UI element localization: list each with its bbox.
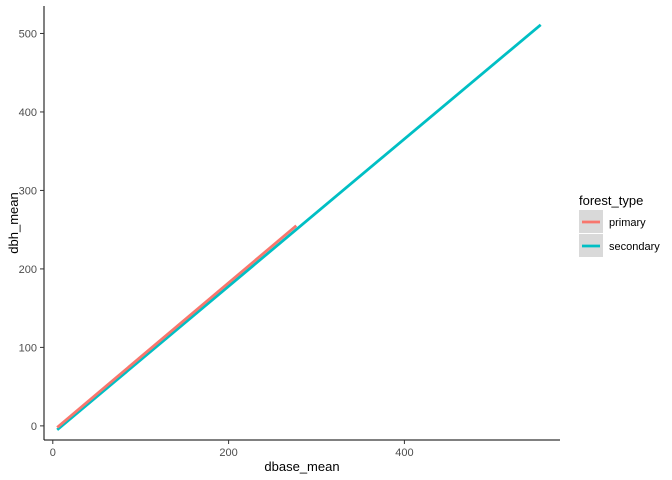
legend-title: forest_type — [579, 193, 643, 208]
legend-label-secondary: secondary — [609, 241, 660, 253]
legend-items: primary secondary — [579, 210, 660, 257]
y-tick-label: 400 — [19, 107, 37, 119]
y-tick-label: 500 — [19, 28, 37, 40]
legend: forest_type primary secondary — [579, 193, 660, 257]
x-tick-label: 0 — [50, 447, 56, 459]
y-axis-title: dbh_mean — [6, 192, 21, 253]
x-axis-title: dbase_mean — [264, 459, 339, 474]
series-layer — [56, 23, 542, 431]
y-tick-label: 100 — [19, 342, 37, 354]
series-line-secondary — [56, 23, 542, 431]
y-tick-label: 200 — [19, 264, 37, 276]
x-tick-label: 200 — [219, 447, 237, 459]
y-tick-label: 300 — [19, 185, 37, 197]
y-ticks: 0 100 200 300 400 500 — [19, 28, 44, 433]
y-tick-label: 0 — [31, 421, 37, 433]
legend-label-primary: primary — [609, 217, 646, 229]
x-tick-label: 400 — [395, 447, 413, 459]
x-ticks: 0 200 400 — [50, 440, 414, 459]
series-line-primary — [56, 224, 298, 429]
